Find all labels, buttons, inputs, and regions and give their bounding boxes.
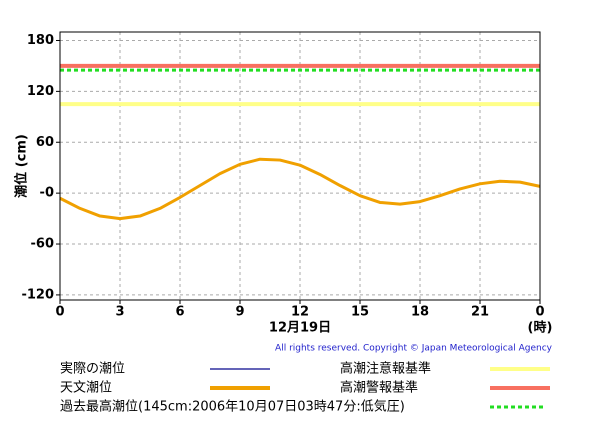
legend-label: 高潮注意報基準: [340, 361, 431, 377]
y-tick-label: 120: [27, 84, 54, 99]
x-tick-label: 18: [411, 305, 429, 320]
y-tick-label: 180: [27, 33, 54, 48]
y-tick-label: 60: [36, 135, 54, 150]
legend-label: 天文潮位: [60, 381, 112, 396]
x-axis-label: 12月19日: [269, 321, 331, 336]
x-tick-label: 9: [235, 305, 244, 320]
tide-line: [59, 157, 541, 221]
x-tick-label: 0: [55, 305, 64, 320]
y-tick-label: -0: [40, 186, 54, 201]
x-tick-label: 0: [535, 305, 544, 320]
x-tick-label: 12: [291, 305, 309, 320]
x-tick-label: 3: [115, 305, 124, 320]
x-tick-label: 21: [471, 305, 489, 320]
x-tick-label: 15: [351, 305, 369, 320]
plot-border: [59, 31, 541, 301]
legend-label: 実際の潮位: [60, 361, 125, 377]
y-tick-label: -120: [21, 287, 54, 302]
legend-label: 高潮警報基準: [340, 380, 418, 396]
x-unit: (時): [528, 320, 553, 336]
y-tick-label: -60: [31, 237, 55, 252]
x-tick-label: 6: [175, 305, 184, 320]
legend-label: 過去最高潮位(145cm:2006年10月07日03時47分:低気圧): [60, 399, 405, 415]
y-axis-label: 潮位 (cm): [14, 134, 30, 198]
copyright: All rights reserved. Copyright © Japan M…: [275, 344, 553, 354]
